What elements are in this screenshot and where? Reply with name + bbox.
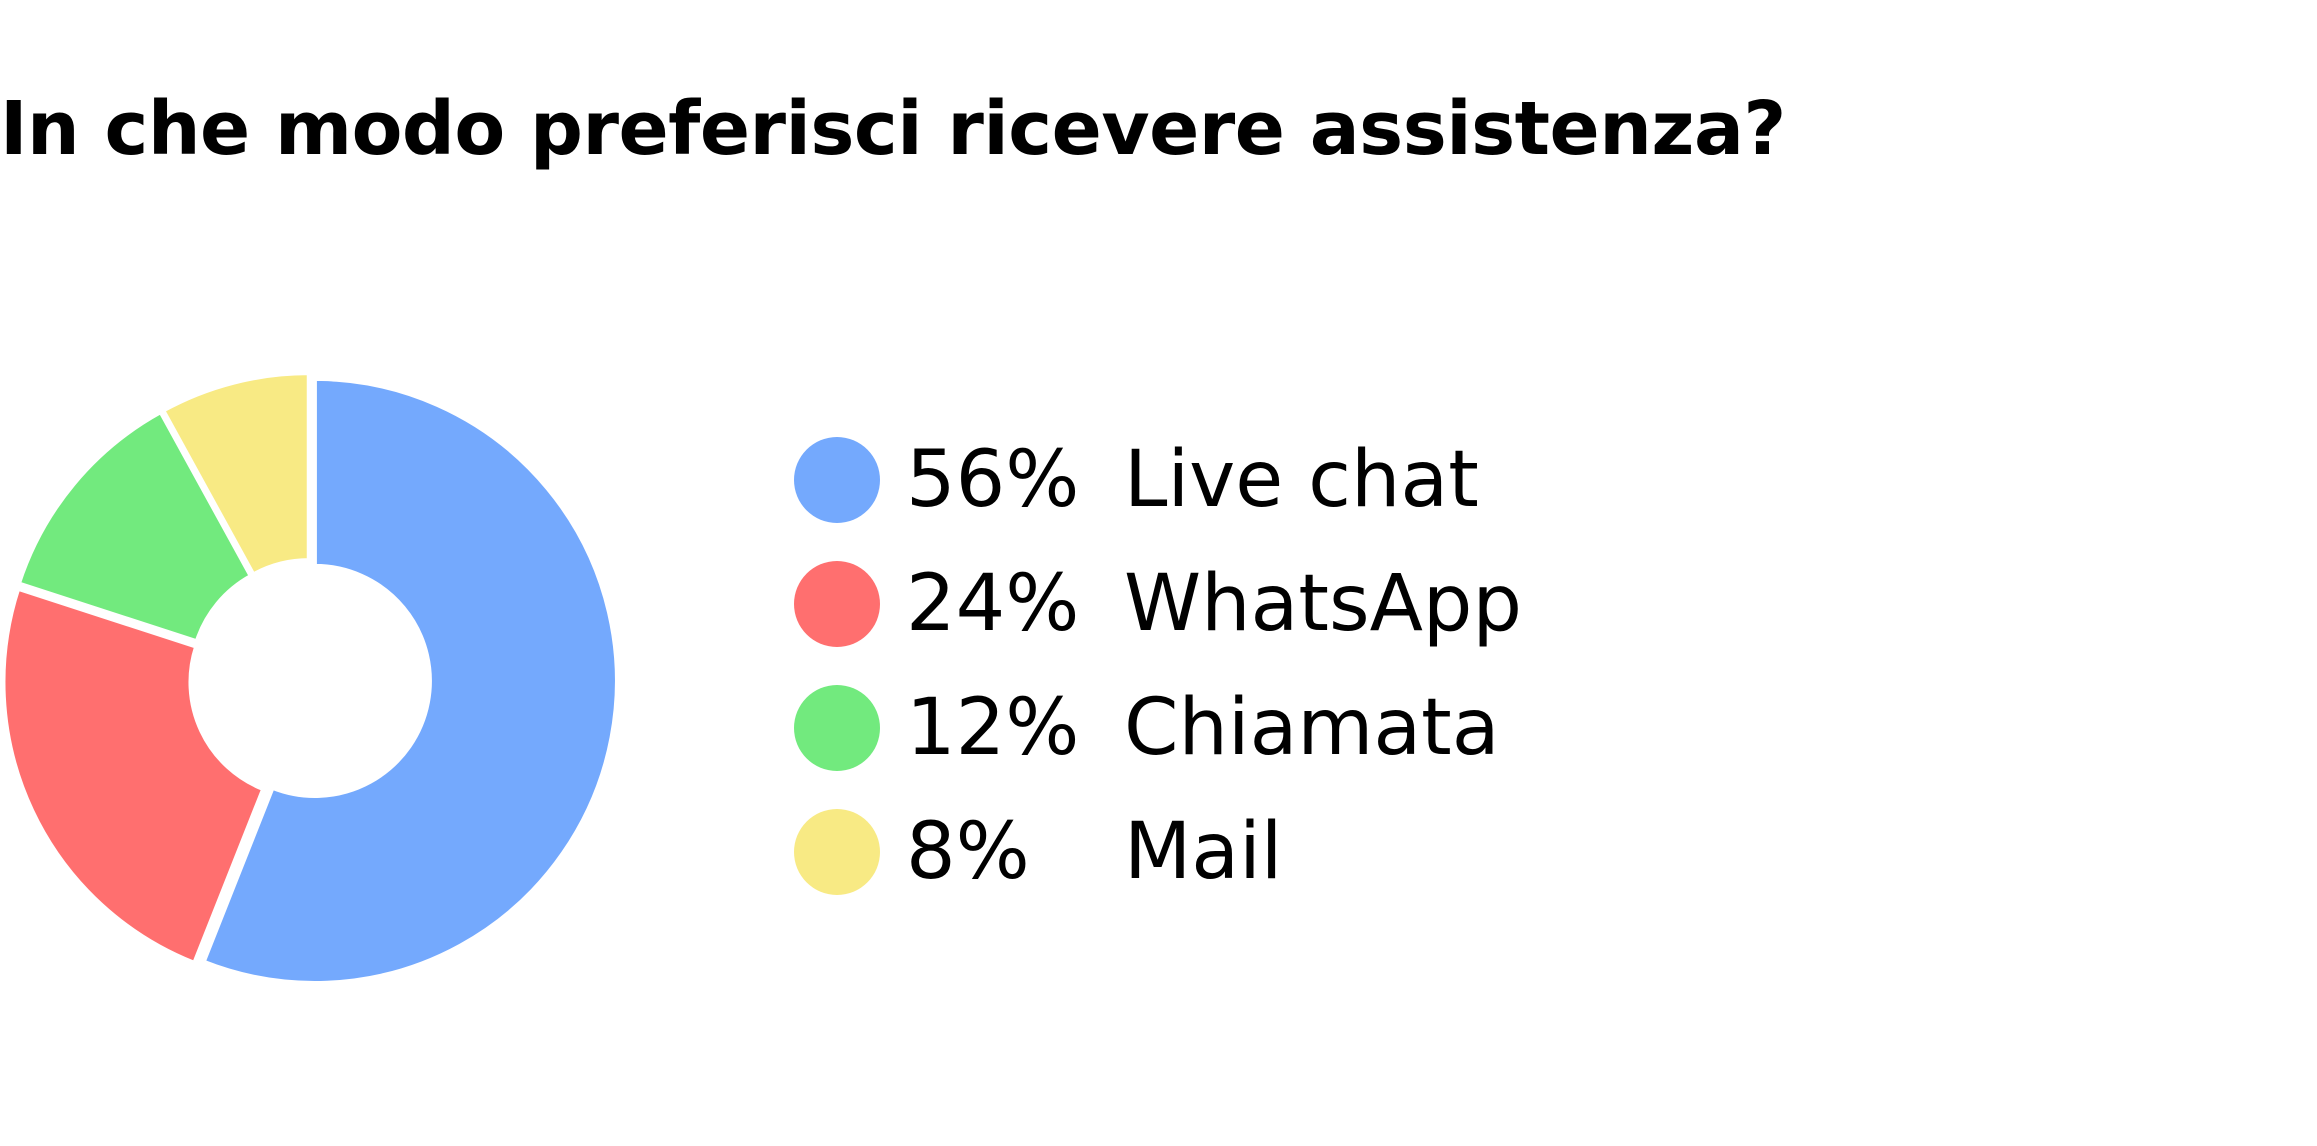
donut-slice-whatsapp <box>1 586 266 966</box>
legend-value-live-chat: 56% <box>906 435 1080 525</box>
donut-slice-live-chat <box>201 376 619 985</box>
legend-value-whatsapp: 24% <box>906 559 1080 649</box>
legend-label-live-chat: Live chat <box>1124 435 1479 525</box>
legend-label-whatsapp: WhatsApp <box>1124 559 1522 649</box>
legend-swatch-mail <box>794 809 880 895</box>
legend-value-mail: 8% <box>906 807 1030 897</box>
legend-swatch-whatsapp <box>794 561 880 647</box>
legend-label-mail: Mail <box>1124 807 1283 897</box>
legend-swatch-chiamata <box>794 685 880 771</box>
legend-value-chiamata: 12% <box>906 683 1080 773</box>
legend-swatch-live-chat <box>794 437 880 523</box>
legend-label-chiamata: Chiamata <box>1124 683 1500 773</box>
donut-slice-mail <box>160 371 311 578</box>
donut-slice-chiamata <box>16 409 254 644</box>
chart-title: In che modo preferisci ricevere assisten… <box>0 86 1786 172</box>
donut-chart <box>1 371 619 985</box>
